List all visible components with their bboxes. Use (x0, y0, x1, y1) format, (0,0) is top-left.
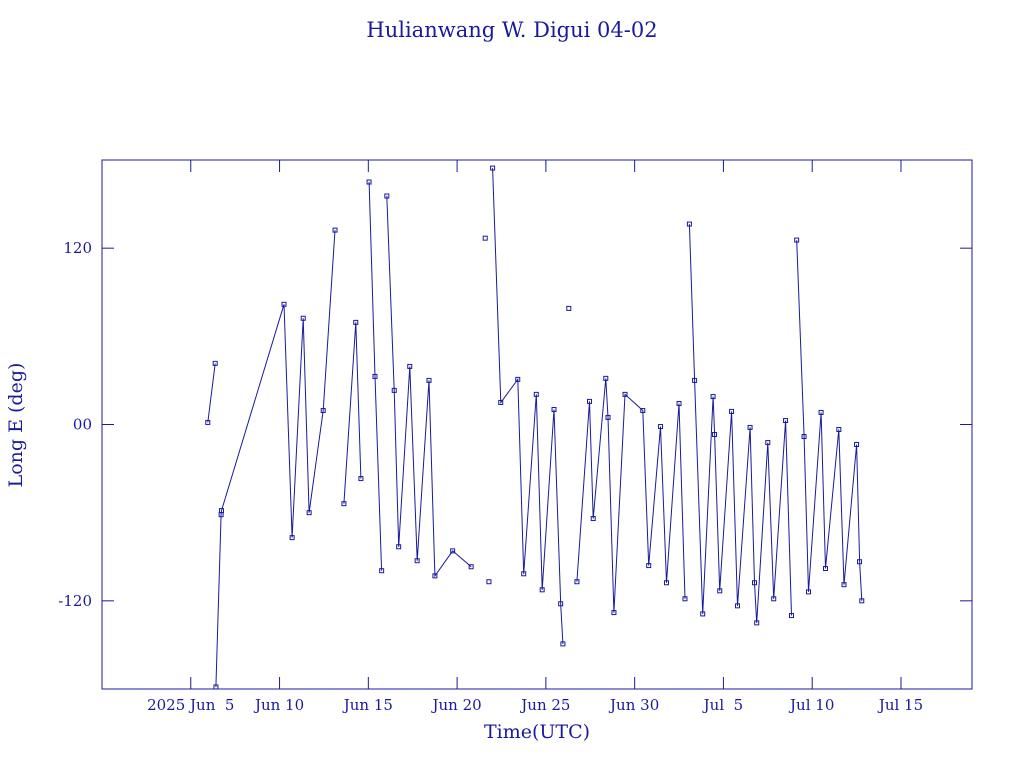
data-point (771, 596, 777, 602)
data-point (551, 407, 557, 413)
data-point (205, 419, 211, 425)
data-point (734, 603, 740, 609)
data-point (841, 582, 847, 588)
data-point (566, 305, 572, 311)
data-point (801, 434, 807, 440)
data-point (658, 424, 664, 430)
data-point (533, 391, 539, 397)
x-tick-label: 2025 Jun 5 (147, 696, 234, 714)
data-point (682, 596, 688, 602)
data-point (482, 235, 488, 241)
data-point (783, 418, 789, 424)
data-point (747, 424, 753, 430)
y-axis-label: Long E (deg) (5, 363, 27, 488)
y-tick-label: -120 (58, 592, 92, 610)
data-point (490, 165, 496, 171)
x-tick-label: Jun 30 (608, 696, 659, 714)
data-point (384, 193, 390, 199)
x-tick-label: Jul 15 (877, 696, 923, 714)
data-point (676, 400, 682, 406)
data-line (207, 168, 863, 687)
data-point (212, 360, 218, 366)
data-point (611, 610, 617, 616)
data-point (300, 315, 306, 321)
x-tick-label: Jul 5 (702, 696, 744, 714)
data-point (836, 426, 842, 432)
data-point (379, 568, 385, 574)
data-point (754, 620, 760, 626)
data-point (587, 398, 593, 404)
data-point (788, 613, 794, 619)
data-point (854, 441, 860, 447)
x-tick-label: Jun 20 (431, 696, 482, 714)
x-tick-label: Jun 15 (342, 696, 393, 714)
data-point (450, 548, 456, 554)
data-point (426, 377, 432, 383)
x-axis-label: Time(UTC) (484, 721, 590, 743)
data-point (468, 564, 474, 570)
data-point (818, 409, 824, 415)
data-point (372, 373, 378, 379)
data-point (213, 684, 219, 690)
x-tick-label: Jul 10 (788, 696, 834, 714)
data-point (794, 237, 800, 243)
data-point (486, 579, 492, 585)
chart-title: Hulianwang W. Digui 04-02 (366, 18, 657, 42)
data-point (646, 563, 652, 569)
data-point (640, 408, 646, 414)
data-point (806, 589, 812, 595)
data-point (521, 571, 527, 577)
data-point (717, 588, 723, 594)
data-point (603, 375, 609, 381)
data-point (306, 510, 312, 516)
data-point (692, 377, 698, 383)
data-point (366, 179, 372, 185)
data-point (700, 611, 706, 617)
y-tick-label: 00 (73, 416, 92, 434)
data-point (823, 566, 829, 572)
data-point (605, 414, 611, 420)
data-point (353, 319, 359, 325)
data-point (332, 227, 338, 233)
data-point (590, 516, 596, 522)
x-tick-label: Jun 25 (519, 696, 570, 714)
data-point (396, 544, 402, 550)
data-point (289, 535, 295, 541)
data-point (752, 580, 757, 586)
data-point (710, 394, 716, 400)
y-tick-label: 120 (63, 239, 92, 257)
data-point (515, 376, 521, 382)
data-point (622, 391, 628, 397)
data-point (857, 559, 863, 565)
data-point (560, 641, 566, 647)
data-point (574, 579, 580, 585)
data-point (686, 221, 692, 227)
data-point (414, 558, 420, 564)
data-point (407, 363, 413, 369)
data-point (432, 573, 438, 579)
data-point (320, 408, 326, 414)
data-point (539, 587, 545, 593)
data-point (712, 431, 718, 437)
data-point (341, 501, 347, 507)
data-point (729, 408, 735, 414)
data-point (358, 476, 364, 482)
data-point (859, 598, 865, 604)
data-point (663, 580, 669, 586)
data-point (281, 301, 287, 307)
x-tick-label: Jun 10 (253, 696, 304, 714)
data-point (391, 387, 397, 393)
data-point (218, 508, 224, 514)
data-point (765, 440, 771, 446)
data-point (558, 601, 564, 607)
data-point (498, 399, 504, 405)
